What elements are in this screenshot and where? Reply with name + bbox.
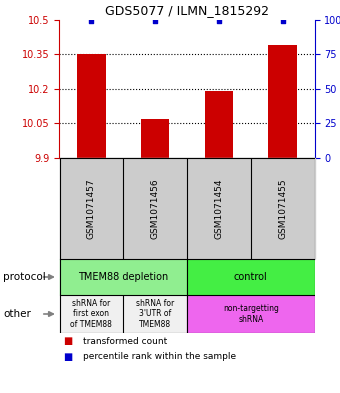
Text: ■: ■: [63, 352, 72, 362]
Bar: [187, 295, 314, 333]
Bar: [205, 91, 233, 158]
Text: other: other: [3, 309, 31, 319]
Point: [280, 18, 285, 24]
Text: percentile rank within the sample: percentile rank within the sample: [83, 353, 236, 361]
Text: transformed count: transformed count: [83, 337, 168, 345]
Bar: [187, 259, 314, 295]
Point: [216, 18, 222, 24]
Text: non-targetting
shRNA: non-targetting shRNA: [223, 304, 279, 324]
Point: [89, 18, 94, 24]
Text: GSM1071457: GSM1071457: [87, 178, 96, 239]
Text: shRNA for
first exon
of TMEM88: shRNA for first exon of TMEM88: [70, 299, 112, 329]
Text: GSM1071455: GSM1071455: [278, 178, 287, 239]
Bar: [141, 119, 169, 158]
Bar: [59, 259, 187, 295]
Text: protocol: protocol: [3, 272, 46, 282]
Bar: [77, 54, 106, 158]
Bar: [268, 45, 297, 158]
Title: GDS5077 / ILMN_1815292: GDS5077 / ILMN_1815292: [105, 4, 269, 17]
Bar: [123, 295, 187, 333]
Text: ■: ■: [63, 336, 72, 346]
Text: TMEM88 depletion: TMEM88 depletion: [78, 272, 168, 282]
Text: GSM1071456: GSM1071456: [151, 178, 159, 239]
Text: GSM1071454: GSM1071454: [215, 178, 223, 239]
Text: shRNA for
3'UTR of
TMEM88: shRNA for 3'UTR of TMEM88: [136, 299, 174, 329]
Text: control: control: [234, 272, 268, 282]
Bar: [59, 295, 123, 333]
Point: [152, 18, 158, 24]
